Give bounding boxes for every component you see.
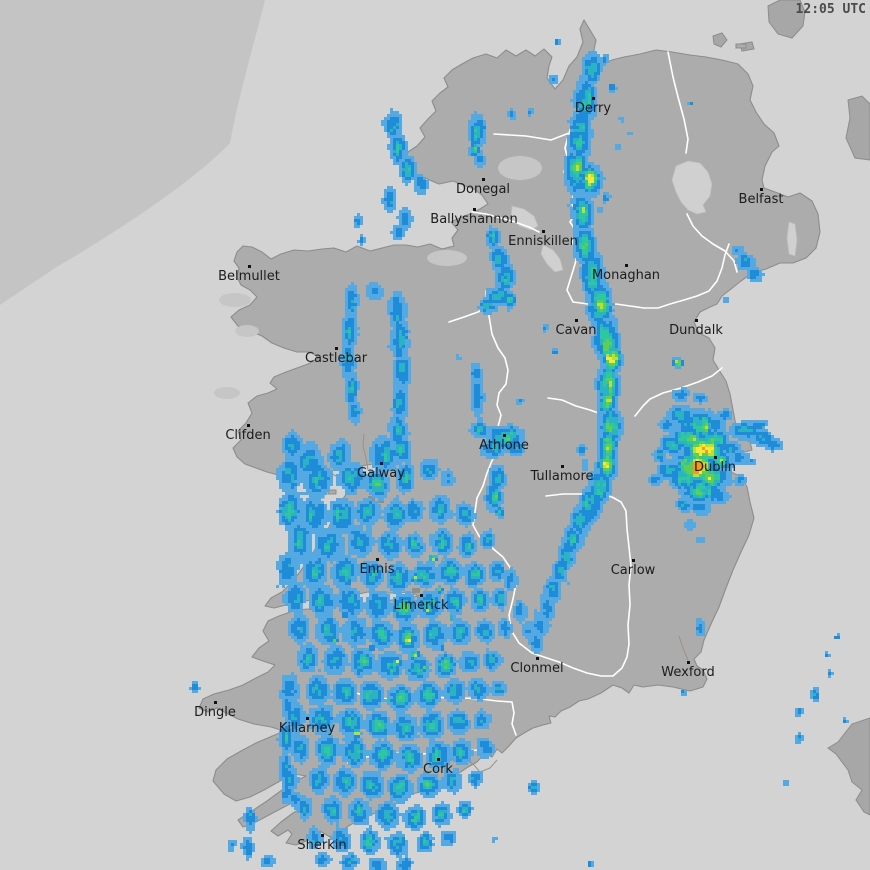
timestamp-label: 12:05 UTC [795, 2, 866, 17]
